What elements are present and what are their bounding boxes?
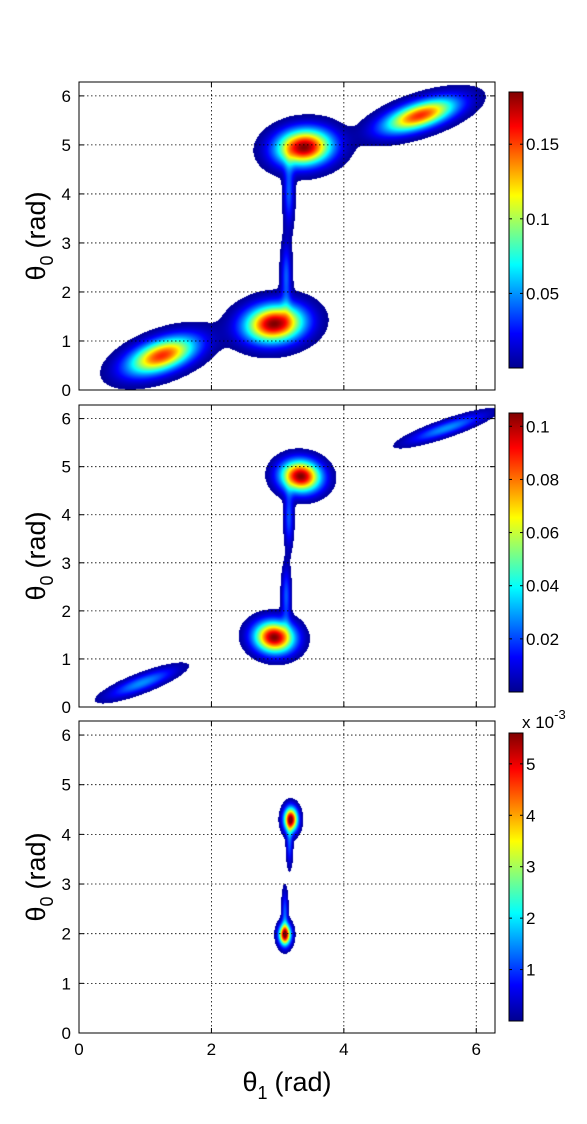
density-map (79, 82, 495, 390)
heatmap-layer (79, 721, 495, 1033)
colorbar-tick-label: 0.1 (526, 417, 550, 436)
colorbar-gradient (508, 412, 524, 693)
axes-frame (78, 720, 496, 1034)
x-axis-symbol: θ (242, 1067, 257, 1097)
y-tick-label: 1 (62, 332, 71, 351)
colorbar-tick-label: 1 (526, 961, 535, 980)
y-axis-label: θ0 (rad) (21, 191, 57, 280)
colorbar-tick-label: 0.08 (526, 470, 559, 489)
y-axis-label: θ0 (rad) (21, 511, 57, 600)
y-tick-label: 0 (62, 698, 71, 717)
colorbar: 1 2 3 4 5 (508, 732, 535, 1022)
y-tick-label: 2 (62, 925, 71, 944)
x-axis-unit: (rad) (275, 1067, 332, 1097)
heatmap-layer (79, 405, 495, 707)
y-tick-label: 6 (62, 87, 71, 106)
colorbar-exponent: x 10-3 (522, 707, 566, 732)
colorbar-exponent-base: x 10 (522, 713, 554, 732)
colorbar: 0.05 0.1 0.15 (508, 91, 559, 369)
y-tick-label: 3 (62, 875, 71, 894)
density-map (79, 721, 495, 1033)
y-tick-label: 6 (62, 726, 71, 745)
x-tick-label: 4 (339, 1040, 348, 1059)
y-axis-label: θ0 (rad) (21, 832, 57, 921)
colorbar: 0.02 0.04 0.06 0.08 0.1 (508, 412, 559, 693)
y-tick-label: 4 (62, 506, 71, 525)
y-tick-label: 4 (62, 185, 71, 204)
colorbar-tick-label: 0.05 (526, 284, 559, 303)
y-axis-subscript: 0 (37, 896, 57, 906)
y-axis-unit: (rad) (21, 832, 51, 889)
y-axis-unit: (rad) (21, 511, 51, 568)
colorbar-tick-label: 0.06 (526, 524, 559, 543)
axes-frame (78, 81, 496, 391)
colorbar-gradient (508, 732, 524, 1022)
colorbar-tick-label: 0.1 (526, 210, 550, 229)
y-tick-label: 1 (62, 974, 71, 993)
x-tick-label: 6 (472, 1040, 481, 1059)
y-tick-label: 2 (62, 283, 71, 302)
y-tick-label: 5 (62, 776, 71, 795)
y-axis-subscript: 0 (37, 255, 57, 265)
y-tick-labels: 0 1 2 3 4 5 6 (62, 410, 71, 717)
y-tick-labels: 0 1 2 3 4 5 6 (62, 726, 71, 1043)
colorbar-gradient (508, 91, 524, 369)
x-axis-label: θ1 (rad) (242, 1067, 331, 1103)
density-map (79, 405, 495, 707)
x-axis-subscript: 1 (258, 1083, 268, 1103)
y-tick-label: 4 (62, 825, 71, 844)
y-tick-label: 2 (62, 602, 71, 621)
y-tick-label: 0 (62, 1024, 71, 1043)
grid-layer (78, 82, 495, 391)
y-tick-label: 1 (62, 650, 71, 669)
y-axis-symbol: θ (21, 266, 51, 281)
axes-frame (78, 404, 496, 708)
y-tick-labels: 0 1 2 3 4 5 6 (62, 87, 71, 400)
x-tick-label: 0 (74, 1040, 83, 1059)
grid-layer (78, 405, 495, 708)
y-axis-unit: (rad) (21, 191, 51, 248)
x-tick-label: 2 (207, 1040, 216, 1059)
y-tick-label: 0 (62, 381, 71, 400)
heatmap-layer (79, 82, 495, 390)
y-tick-label: 5 (62, 136, 71, 155)
y-tick-label: 5 (62, 458, 71, 477)
x-tick-labels: 0 2 4 6 (74, 1040, 481, 1059)
colorbar-tick-label: 0.15 (526, 135, 559, 154)
y-tick-label: 6 (62, 410, 71, 429)
y-axis-symbol: θ (21, 586, 51, 601)
y-axis-subscript: 0 (37, 575, 57, 585)
y-axis-symbol: θ (21, 907, 51, 922)
colorbar-tick-label: 2 (526, 909, 535, 928)
y-tick-label: 3 (62, 234, 71, 253)
colorbar-tick-label: 0.02 (526, 630, 559, 649)
colorbar-tick-label: 4 (526, 806, 535, 825)
colorbar-exponent-power: -3 (554, 707, 566, 722)
y-tick-label: 3 (62, 554, 71, 573)
colorbar-tick-label: 3 (526, 858, 535, 877)
colorbar-tick-label: 5 (526, 755, 535, 774)
colorbar-tick-label: 0.04 (526, 577, 559, 596)
